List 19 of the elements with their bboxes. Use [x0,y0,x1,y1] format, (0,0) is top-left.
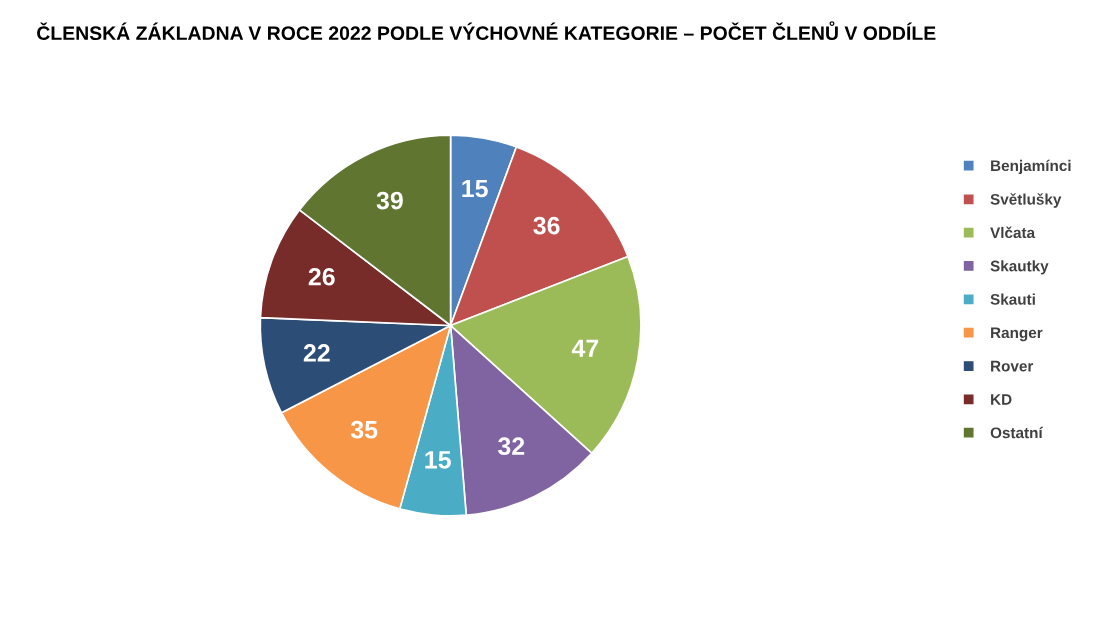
data-label: 47 [571,339,599,357]
data-label: 15 [462,179,488,198]
chart-title: ČLENSKÁ ZÁKLADNA V ROCE 2022 PODLE VÝCHOVNÉ KATEGORIE – POČET ČLENŮ V ODDÍLE [37,21,936,41]
data-label: 35 [350,420,378,439]
data-label: 15 [425,451,451,469]
legend-label: Ranger [991,327,1043,342]
legend-label: KD [991,394,1012,405]
data-label: 32 [497,437,525,456]
legend-label: Skautky [990,260,1049,275]
legend-label: Ostatní [990,426,1044,439]
legend-label: Světlušky [990,193,1062,208]
legend-label: Benjamínci [991,159,1071,175]
data-label: 26 [308,267,335,286]
data-label: 39 [376,191,403,210]
legend-label: Vlčata [990,226,1036,239]
legend-label: Skauti [990,293,1035,305]
legend-label: Rover [991,360,1034,372]
data-label: 36 [533,216,560,235]
data-label: 22 [303,344,330,362]
